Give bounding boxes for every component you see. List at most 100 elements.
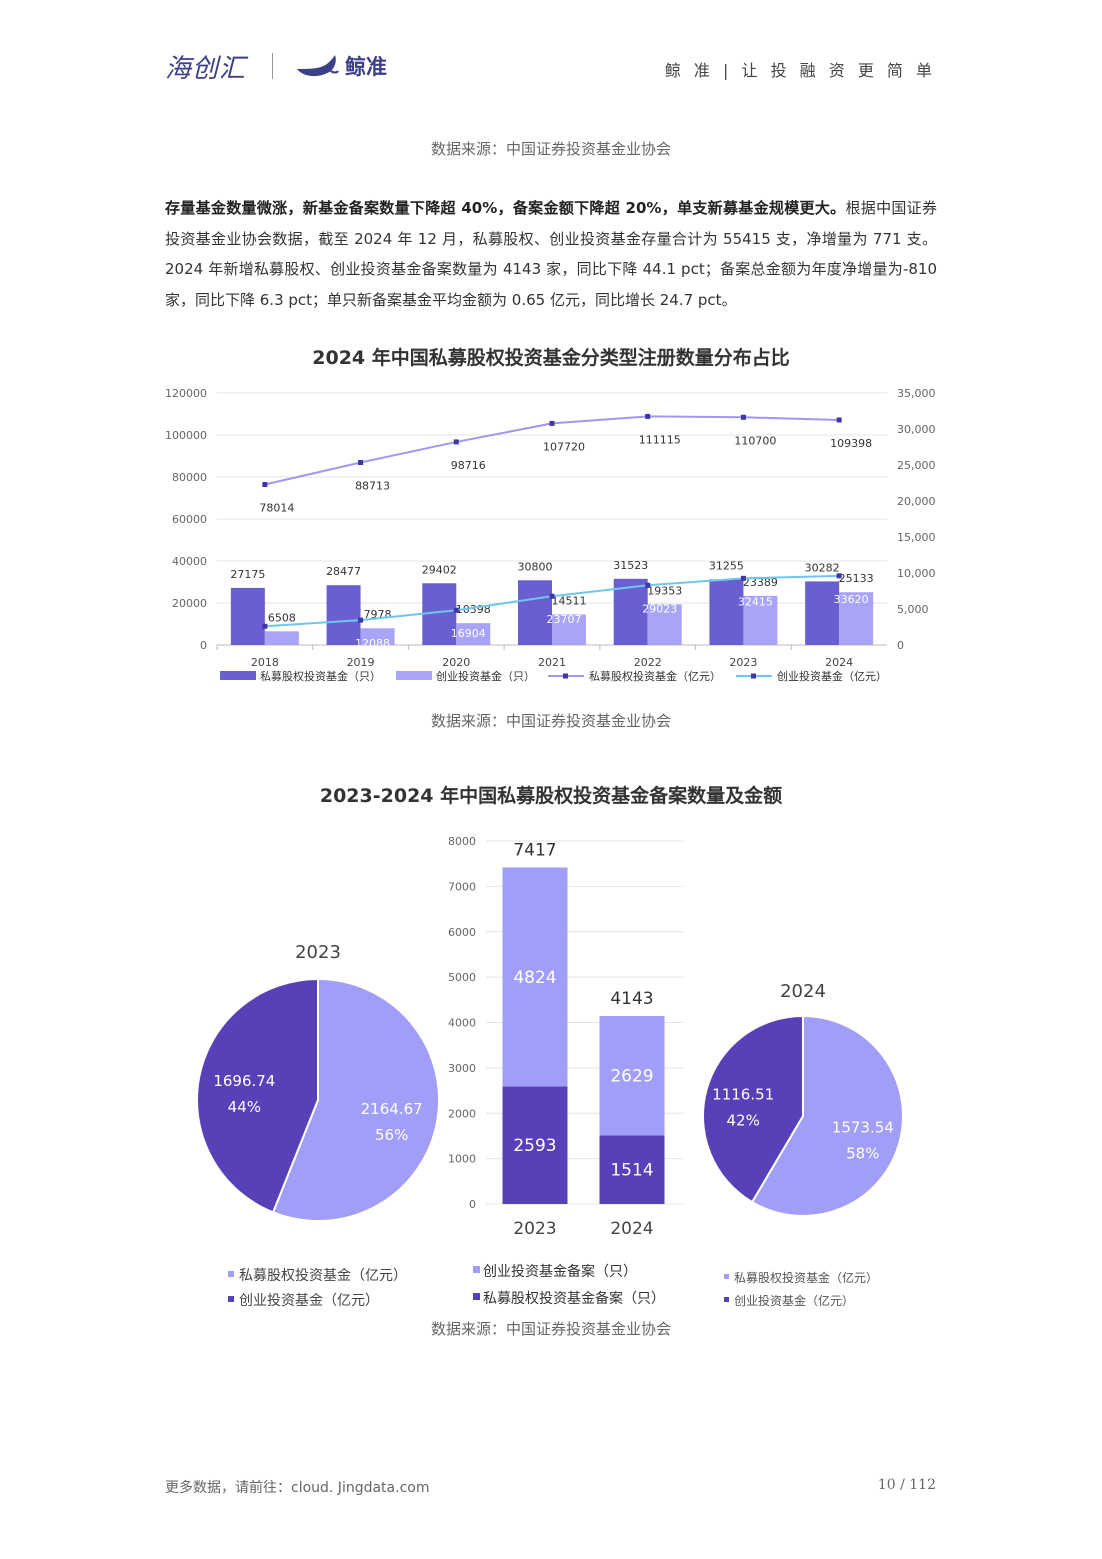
legend-label-pie2023-vc: 创业投资基金（亿元） bbox=[239, 1292, 379, 1309]
series-pe-amount-point bbox=[453, 439, 459, 445]
y-right-tick-label: 5,000 bbox=[897, 603, 929, 616]
legend-label-bar-vc: 创业投资基金备案（只） bbox=[483, 1263, 637, 1280]
data-label-vc-count: 23389 bbox=[743, 576, 778, 589]
data-label-pe-count: 31255 bbox=[709, 559, 744, 572]
legend-swatch-pie2023-pe bbox=[228, 1271, 234, 1277]
series-pe-amount-data-label: 111115 bbox=[639, 433, 681, 446]
y-right-tick-label: 20,000 bbox=[897, 495, 936, 508]
pie-2024-slice-vc-value-label: 1116.51 bbox=[712, 1086, 774, 1104]
legend-marker-pe-amount bbox=[563, 673, 568, 679]
source-note-mid: 数据来源：中国证券投资基金业协会 bbox=[430, 712, 671, 730]
bar-vc-count bbox=[360, 628, 395, 645]
series-vc-amount-data-label: 9095 bbox=[263, 643, 291, 656]
x-tick-label: 2020 bbox=[442, 656, 470, 669]
legend-label-vc-amount: 创业投资基金（亿元） bbox=[777, 669, 887, 683]
chart-filing-combo: 2023 2164.67 56% 1696.74 44% 2024 1573.54 58% 11… bbox=[196, 835, 904, 1309]
series-pe-amount-point bbox=[549, 420, 555, 426]
legend-label-pie2024-vc: 创业投资基金（亿元） bbox=[734, 1293, 854, 1308]
data-label-pe-count: 30282 bbox=[805, 561, 840, 574]
y-left-tick-label: 80000 bbox=[172, 471, 207, 484]
x-tick-label: 2019 bbox=[347, 656, 375, 669]
y-right-tick-label: 0 bbox=[897, 639, 904, 652]
y-left-tick-label: 40000 bbox=[172, 555, 207, 568]
data-label-vc-filing: 4824 bbox=[513, 968, 556, 988]
y-left-tick-label: 20000 bbox=[172, 597, 207, 610]
series-vc-amount-data-label: 12088 bbox=[355, 637, 390, 650]
y-tick-label: 3000 bbox=[448, 1062, 476, 1075]
x-tick-label: 2024 bbox=[825, 656, 853, 669]
legend-swatch-pie2024-vc bbox=[724, 1297, 729, 1302]
stacked-bar-pe-filing bbox=[599, 1135, 665, 1204]
data-label-pe-count: 27175 bbox=[230, 568, 265, 581]
chart-registration-combo: 0 20000 40000 60000 80000 100000 120000 0 5,000 1… bbox=[165, 387, 936, 683]
series-vc-amount-point bbox=[262, 623, 268, 629]
bar-pe-count bbox=[230, 587, 265, 645]
header-brand: 海创汇 鲸准 bbox=[165, 46, 387, 86]
x-tick-label: 2021 bbox=[538, 656, 566, 669]
series-pe-amount-data-label: 78014 bbox=[259, 502, 294, 515]
legend-label-vc-count: 创业投资基金（只） bbox=[436, 669, 535, 683]
bar-vc-count bbox=[647, 604, 682, 645]
series-pe-amount-data-label: 110700 bbox=[734, 434, 776, 447]
footer-link[interactable]: 更多数据，请前往：cloud. Jingdata.com bbox=[165, 1480, 430, 1496]
x-tick-label: 2024 bbox=[610, 1219, 653, 1239]
series-pe-amount-point bbox=[358, 460, 364, 466]
legend-label-pie2023-pe: 私募股权投资基金（亿元） bbox=[239, 1267, 407, 1284]
pie-2023-slice-vc-value-label: 1696.74 bbox=[213, 1072, 275, 1090]
data-label-pe-count: 28477 bbox=[326, 565, 361, 578]
legend-swatch-pie2023-vc bbox=[228, 1296, 234, 1302]
series-pe-amount-point bbox=[262, 482, 268, 488]
series-pe-amount-point bbox=[645, 413, 651, 419]
legend-swatch-pie2024-pe bbox=[724, 1274, 729, 1279]
page-number: 10 / 112 bbox=[877, 1477, 936, 1493]
data-label-total: 4143 bbox=[610, 989, 653, 1009]
y-left-tick-label: 0 bbox=[200, 639, 207, 652]
source-note-bottom: 数据来源：中国证券投资基金业协会 bbox=[430, 1320, 671, 1338]
brand-primary-logo: 海创汇 bbox=[165, 53, 247, 84]
header-slogan: 鲸 准 | 让 投 融 资 更 简 单 bbox=[664, 61, 936, 80]
pie-2024-slice-pe-value-label: 1573.54 bbox=[832, 1118, 894, 1136]
pie-2023-slice-vc bbox=[196, 977, 319, 1214]
series-vc-amount-point bbox=[836, 573, 842, 579]
legend-swatch-pe-count bbox=[220, 671, 256, 680]
series-vc-amount-data-label: 29023 bbox=[642, 602, 677, 615]
pie-2023-slice-vc-percent-label: 44% bbox=[228, 1098, 261, 1116]
series-vc-amount-point bbox=[645, 582, 651, 588]
series-vc-amount-point bbox=[358, 617, 364, 623]
legend-swatch-bar-vc bbox=[473, 1266, 480, 1273]
x-tick-label: 2022 bbox=[634, 656, 662, 669]
legend-label-pie2024-pe: 私募股权投资基金（亿元） bbox=[734, 1270, 878, 1285]
y-left-tick-label: 60000 bbox=[172, 513, 207, 526]
chart2-title: 2023-2024 年中国私募股权投资基金备案数量及金额 bbox=[319, 785, 783, 807]
series-pe-amount-data-label: 98716 bbox=[451, 459, 486, 472]
series-pe-amount-data-label: 88713 bbox=[355, 480, 390, 493]
data-label-pe-filing: 1514 bbox=[610, 1161, 653, 1181]
data-label-total: 7417 bbox=[513, 840, 556, 860]
y-left-tick-label: 100000 bbox=[165, 429, 207, 442]
y-tick-label: 4000 bbox=[448, 1017, 476, 1030]
x-tick-label: 2018 bbox=[251, 656, 279, 669]
data-label-vc-count: 14511 bbox=[552, 595, 587, 608]
stacked-bar-pe-filing bbox=[502, 1086, 568, 1204]
legend-swatch-bar-pe bbox=[473, 1293, 480, 1300]
bar-pe-count bbox=[326, 585, 361, 645]
data-label-pe-filing: 2593 bbox=[513, 1136, 556, 1156]
pie-2024-slice-pe-percent-label: 58% bbox=[846, 1144, 879, 1162]
series-vc-amount-point bbox=[453, 607, 459, 613]
brand-secondary-logo: 鲸准 bbox=[345, 55, 388, 79]
data-label-vc-count: 25133 bbox=[839, 572, 874, 585]
series-pe-amount-point bbox=[836, 417, 842, 423]
pie-2024-slice-vc-percent-label: 42% bbox=[727, 1112, 760, 1130]
series-vc-amount-data-label: 32415 bbox=[738, 595, 773, 608]
pie-2024-slice-vc bbox=[702, 1014, 804, 1204]
legend-label-pe-count: 私募股权投资基金（只） bbox=[260, 669, 381, 683]
bar-pe-count bbox=[709, 579, 744, 645]
y-right-tick-label: 35,000 bbox=[897, 387, 936, 400]
brand-divider bbox=[272, 53, 274, 79]
bar-vc-count bbox=[552, 614, 586, 645]
data-label-pe-count: 31523 bbox=[613, 559, 648, 572]
stacked-bar-vc-filing bbox=[502, 867, 568, 1087]
data-label-vc-count: 19353 bbox=[647, 584, 682, 597]
data-label-vc-filing: 2629 bbox=[610, 1067, 653, 1087]
body-paragraph: 存量基金数量微涨，新基金备案数量下降超 40%，备案金额下降超 20%，单支新募… bbox=[165, 193, 937, 315]
